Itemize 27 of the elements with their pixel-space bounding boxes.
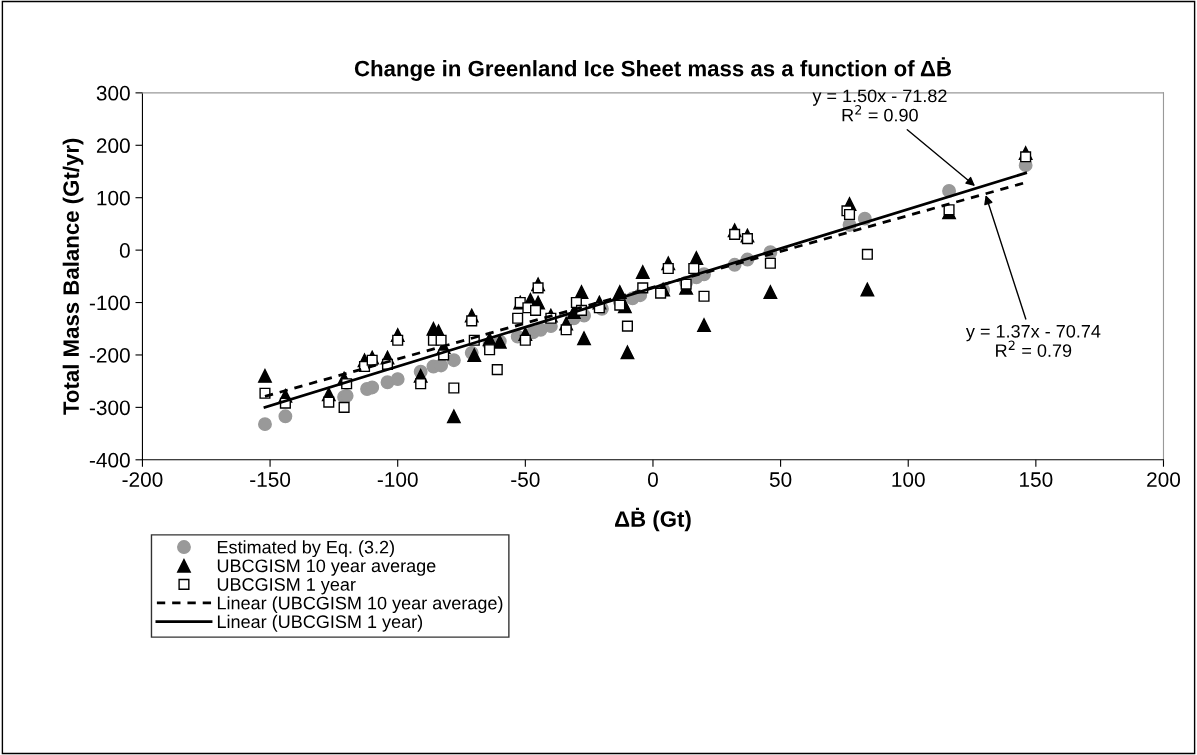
legend-label: Linear (UBCGISM 1 year) [217, 614, 423, 632]
chart-title: Change in Greenland Ice Sheet mass as a function of ΔḂ [354, 57, 951, 81]
legend-label: Estimated by Eq. (3.2) [217, 540, 394, 558]
x-tick-label: 50 [769, 472, 792, 487]
y-tick-label: -300 [89, 400, 130, 416]
y-axis-title: Total Mass Balance (Gt/yr) [62, 138, 84, 415]
x-tick-label: -50 [511, 472, 540, 487]
annotation: y = 1.50x - 71.82 R$^{2}$ = 0.90 [812, 89, 947, 122]
y-tick-label: 0 [119, 243, 130, 258]
legend-label: UBCGISM 10 year average [217, 559, 436, 576]
y-tick-label: -100 [89, 295, 130, 311]
x-tick-label: 0 [647, 472, 658, 487]
annotation: y = 1.37x - 70.74 R$^{2}$ = 0.79 [965, 324, 1101, 357]
x-tick-label: 150 [1020, 472, 1053, 487]
x-tick-label: -200 [122, 472, 163, 487]
x-tick-label: 100 [892, 472, 925, 487]
y-tick-label: -200 [89, 347, 130, 363]
y-tick-label: 200 [96, 138, 130, 154]
y-tick-label: 100 [97, 190, 130, 206]
legend-label: UBCGISM 1 year [217, 578, 356, 595]
x-tick-label: 200 [1147, 472, 1181, 487]
y-tick-label: 300 [96, 85, 130, 101]
y-tick-label: -400 [89, 452, 130, 468]
x-axis-title: ΔḂ (Gt) [615, 507, 691, 532]
legend-label: Linear (UBCGISM 10 year average) [217, 596, 503, 614]
x-tick-label: -100 [377, 472, 418, 487]
x-tick-label: -150 [250, 472, 291, 487]
